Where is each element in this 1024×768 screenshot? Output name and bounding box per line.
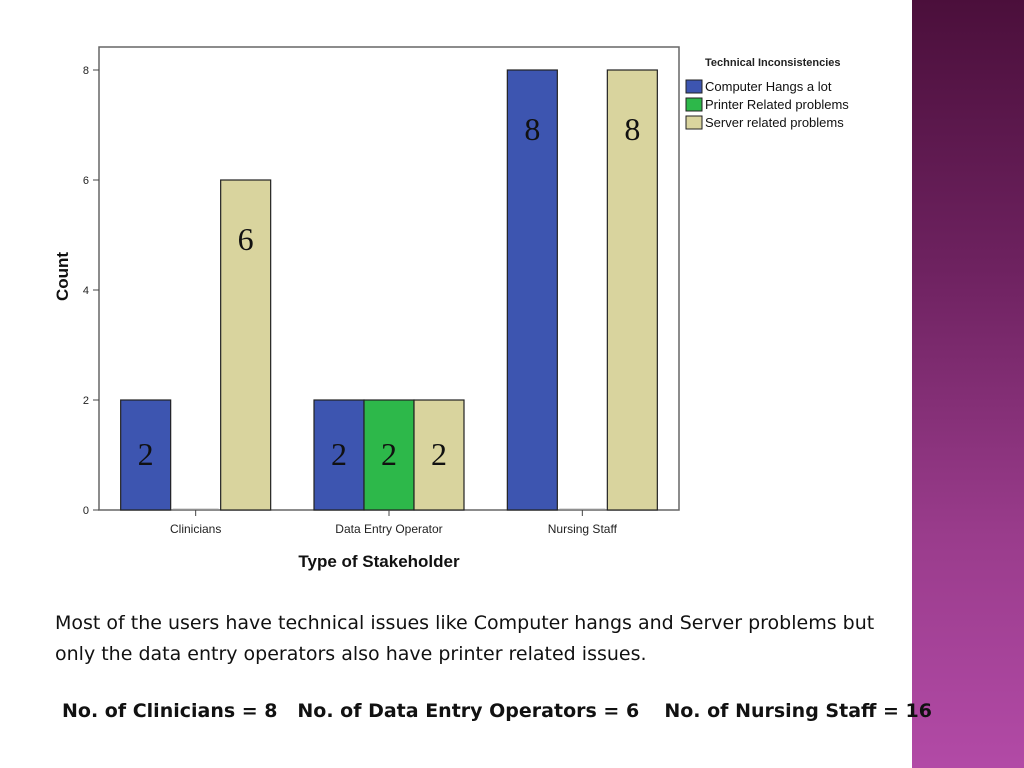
- bar-nursing-staff-computer-hangs-a-lot: [506, 69, 558, 511]
- bar-data-entry-operator-printer-related-problems: [363, 399, 415, 511]
- bar-nursing-staff-server-related-problems: [606, 69, 658, 511]
- data-label: 6: [238, 221, 254, 257]
- data-label: 2: [138, 436, 154, 472]
- x-tick-label: Nursing Staff: [548, 522, 618, 536]
- chart-caption: Most of the users have technical issues …: [55, 612, 875, 665]
- data-label: 8: [624, 111, 640, 147]
- data-label: 8: [524, 111, 540, 147]
- legend-swatch-printer-related-problems: [685, 97, 703, 112]
- count-clinicians: No. of Clinicians = 8: [62, 700, 278, 722]
- chart-svg: 0 2 4 6 8 Clinicians Data Entry Operator Nursin…: [53, 46, 849, 571]
- data-label: 2: [431, 436, 447, 472]
- x-axis-title: Type of Stakeholder: [298, 552, 460, 571]
- x-tick-label: Data Entry Operator: [335, 522, 442, 536]
- count-data-entry-operators: No. of Data Entry Operators = 6: [297, 700, 640, 722]
- stakeholder-counts: No. of Clinicians = 8 No. of Data Entry …: [62, 700, 932, 722]
- data-label: 2: [331, 436, 347, 472]
- decorative-side-band: [912, 0, 1024, 768]
- x-tick-label: Clinicians: [170, 522, 221, 536]
- legend-label-printer-related-problems: Printer Related problems: [705, 97, 849, 112]
- legend-title: Technical Inconsistencies: [705, 57, 841, 69]
- count-nursing-staff: No. of Nursing Staff = 16: [664, 700, 932, 722]
- legend-swatch-server-related-problems: [685, 115, 703, 130]
- bar-clinicians-server-related-problems: [220, 179, 272, 511]
- y-axis-title: Count: [53, 252, 72, 301]
- legend-label-computer-hangs-a-lot: Computer Hangs a lot: [705, 79, 832, 94]
- y-tick-label: 8: [83, 65, 89, 77]
- data-label: 2: [381, 436, 397, 472]
- y-tick-label: 6: [83, 175, 89, 187]
- legend-swatch-computer-hangs-a-lot: [685, 79, 703, 94]
- bar-clinicians-computer-hangs-a-lot: [120, 399, 172, 511]
- bar-data-entry-operator-computer-hangs-a-lot: [313, 399, 365, 511]
- y-tick-label: 4: [83, 285, 89, 297]
- bar-data-entry-operator-server-related-problems: [413, 399, 465, 511]
- legend-label-server-related-problems: Server related problems: [705, 115, 844, 130]
- bar-chart: 0 2 4 6 8 Clinicians Data Entry Operator Nursin…: [53, 46, 849, 571]
- y-tick-label: 0: [83, 505, 89, 517]
- y-tick-label: 2: [83, 395, 89, 407]
